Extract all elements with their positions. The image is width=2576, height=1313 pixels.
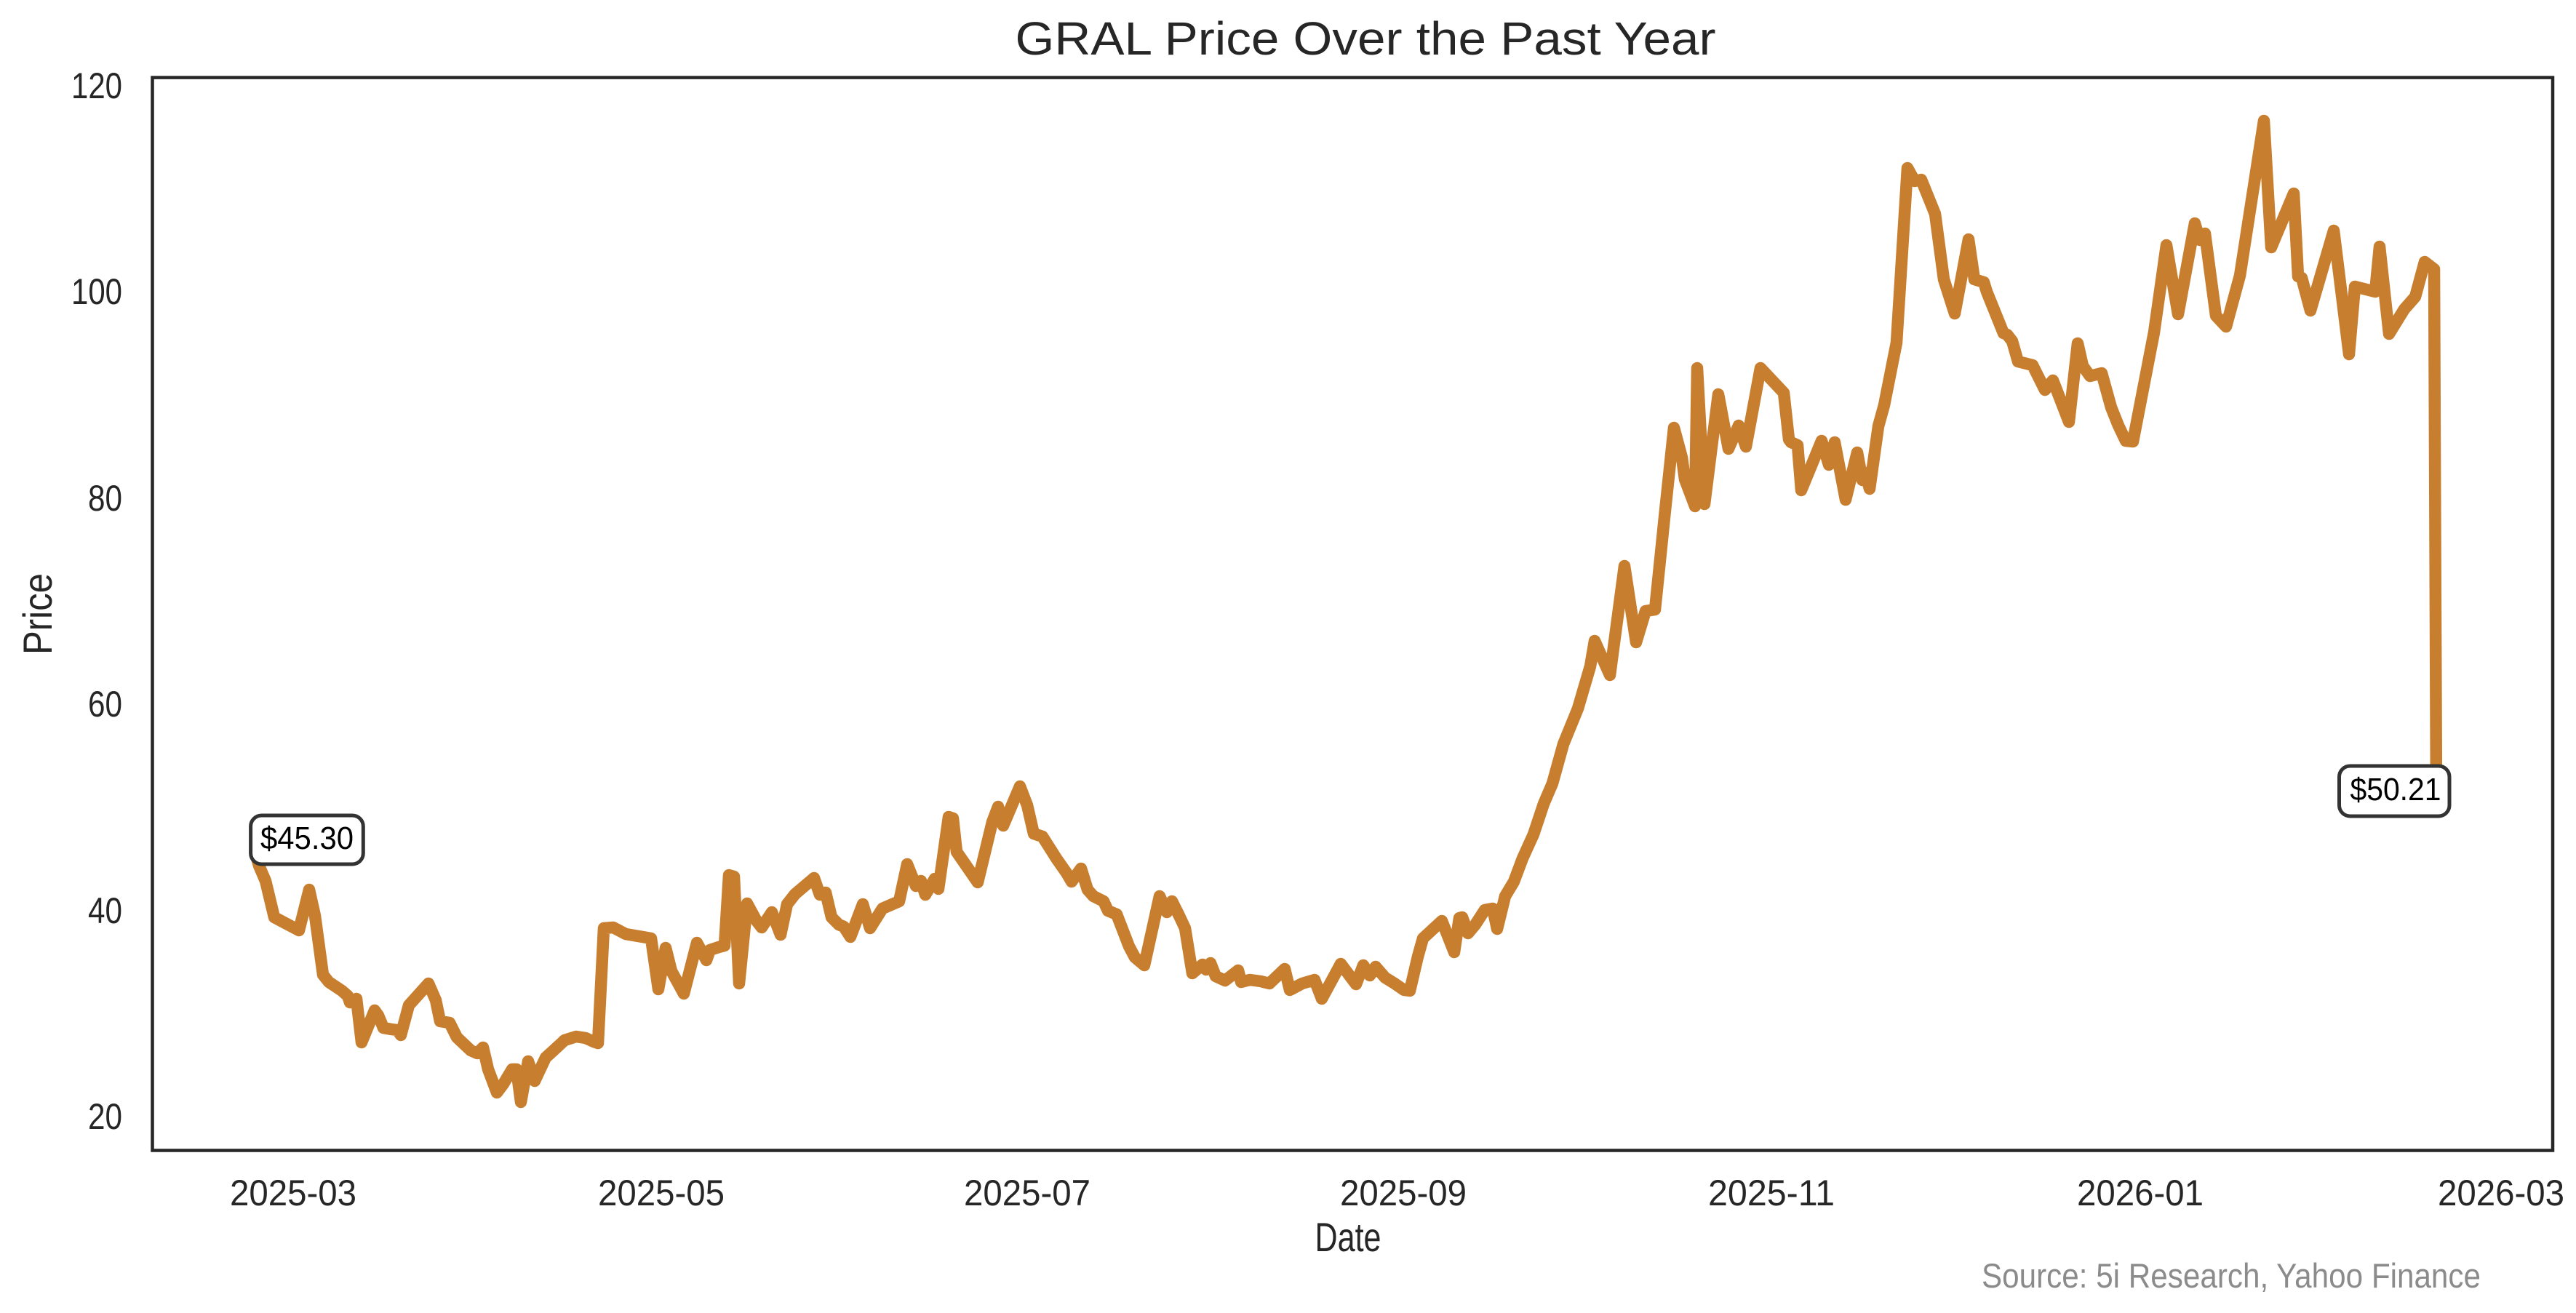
svg-text:Date: Date	[1315, 1214, 1381, 1260]
svg-text:2026-03: 2026-03	[2438, 1173, 2564, 1213]
svg-text:60: 60	[88, 684, 122, 725]
svg-text:2025-09: 2025-09	[1340, 1173, 1467, 1213]
svg-text:2025-03: 2025-03	[230, 1173, 356, 1213]
svg-text:GRAL Price Over the Past Year: GRAL Price Over the Past Year	[1016, 12, 1716, 65]
svg-text:2026-01: 2026-01	[2077, 1173, 2204, 1213]
svg-text:$45.30: $45.30	[260, 821, 354, 856]
svg-text:2025-07: 2025-07	[964, 1173, 1090, 1213]
svg-text:80: 80	[88, 478, 122, 519]
svg-text:Source: 5i Research, Yahoo Fin: Source: 5i Research, Yahoo Finance	[1982, 1256, 2481, 1295]
svg-text:$50.21: $50.21	[2350, 772, 2441, 807]
svg-text:20: 20	[88, 1096, 122, 1137]
svg-text:Price: Price	[15, 573, 60, 655]
svg-text:2025-11: 2025-11	[1708, 1173, 1835, 1213]
svg-text:40: 40	[88, 890, 122, 931]
svg-text:120: 120	[71, 65, 122, 106]
svg-text:2025-05: 2025-05	[598, 1173, 725, 1213]
svg-text:100: 100	[71, 271, 122, 312]
